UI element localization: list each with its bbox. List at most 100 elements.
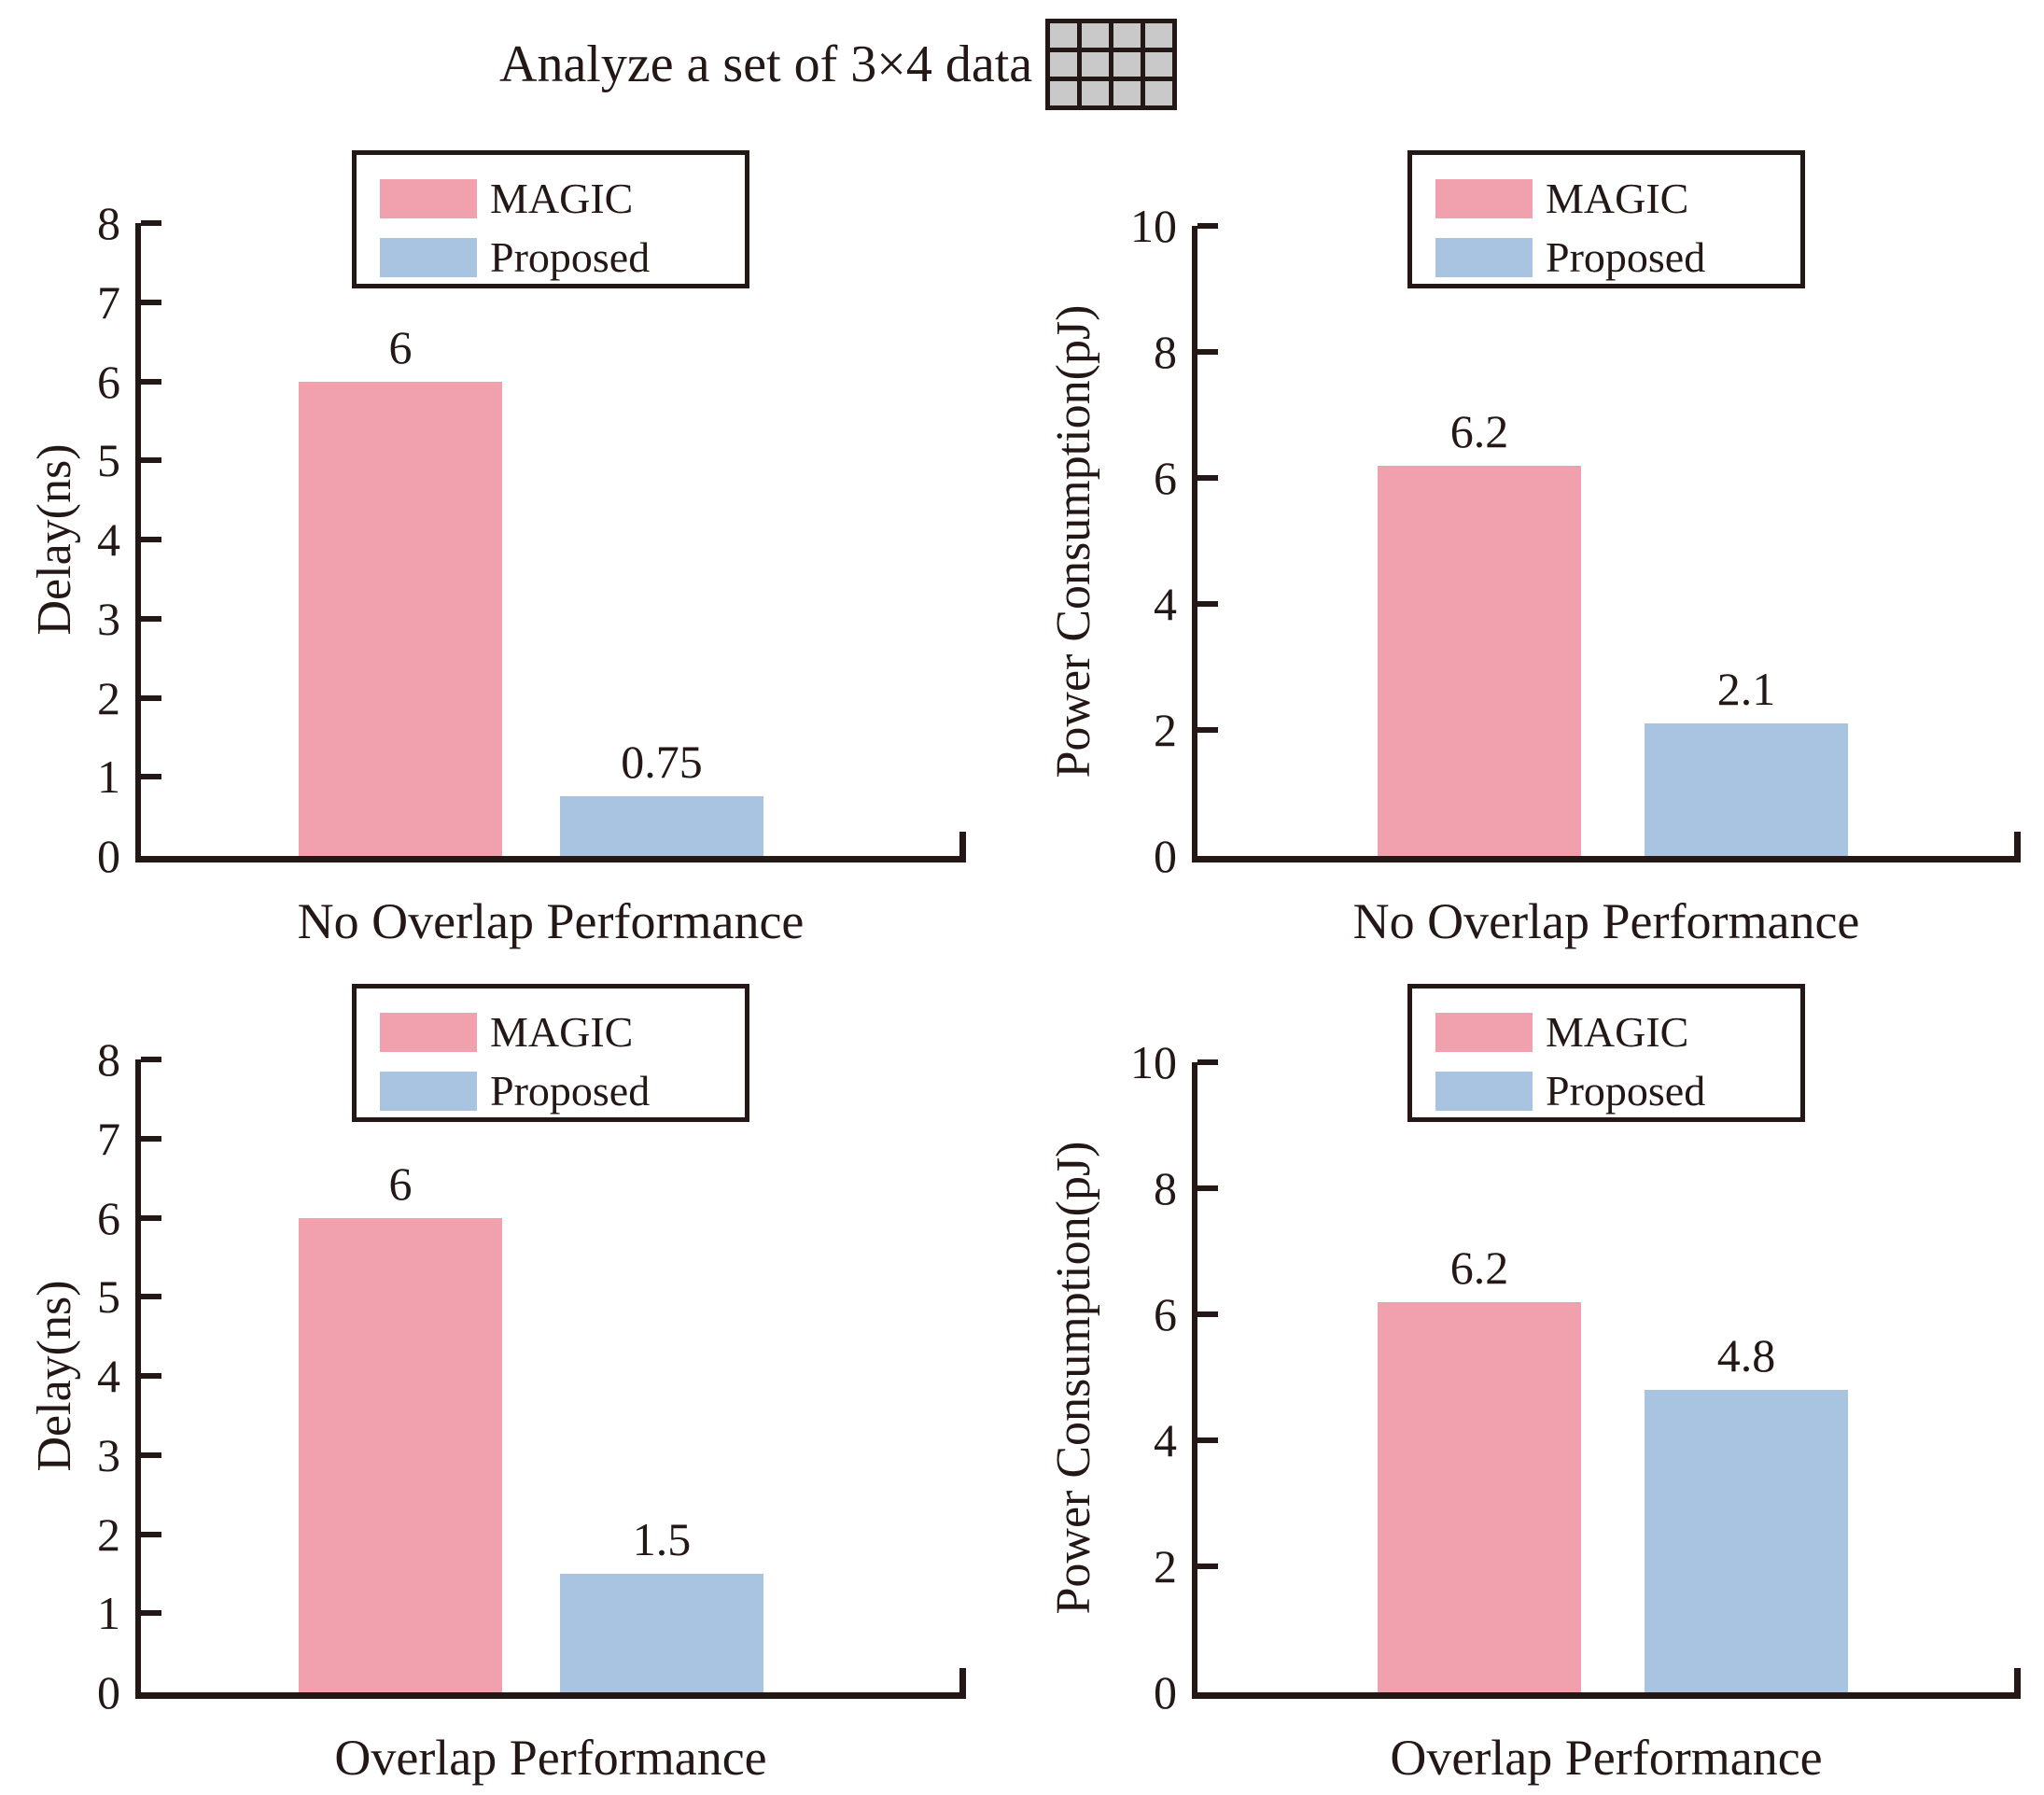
legend-swatch-magic bbox=[1435, 1013, 1533, 1052]
y-tick-label-top-right: 10 bbox=[1130, 200, 1177, 252]
legend-box-top-left: MAGIC Proposed bbox=[352, 150, 749, 288]
grid-icon-cell bbox=[1113, 52, 1141, 77]
legend-swatch-proposed bbox=[1435, 238, 1533, 277]
legend-box-top-right: MAGIC Proposed bbox=[1407, 150, 1805, 288]
x-axis-line-top-right bbox=[1192, 856, 2021, 862]
y-tick-bottom-left bbox=[141, 1294, 161, 1300]
y-tick-label-bottom-right: 4 bbox=[1154, 1414, 1177, 1466]
x-axis-end-tick-top-right bbox=[2014, 832, 2021, 862]
bar-proposed-bottom-left bbox=[560, 1573, 763, 1692]
y-tick-label-top-left: 7 bbox=[97, 275, 120, 329]
y-tick-top-right bbox=[1197, 223, 1218, 229]
legend-swatch-magic bbox=[380, 1013, 477, 1052]
legend-label-magic: MAGIC bbox=[490, 175, 634, 222]
x-axis-line-bottom-left bbox=[135, 1692, 966, 1699]
legend-label-proposed: Proposed bbox=[1546, 1067, 1706, 1115]
y-axis-title-top-right: Power Consumption(pJ) bbox=[1046, 304, 1100, 778]
legend-box-bottom-left: MAGIC Proposed bbox=[352, 984, 749, 1122]
y-tick-label-bottom-left: 3 bbox=[97, 1428, 120, 1481]
x-axis-end-tick-top-left bbox=[959, 832, 966, 862]
y-tick-bottom-left bbox=[141, 1373, 161, 1379]
y-tick-top-left bbox=[141, 694, 161, 701]
y-tick-top-left bbox=[141, 457, 161, 464]
grid-icon-cell bbox=[1082, 52, 1110, 77]
y-axis-line-bottom-right bbox=[1192, 1062, 1197, 1699]
y-tick-bottom-right bbox=[1197, 1437, 1218, 1443]
x-axis-title-bottom-right: Overlap Performance bbox=[1390, 1730, 1823, 1786]
y-tick-top-left bbox=[141, 220, 161, 226]
grid-icon-cell bbox=[1050, 81, 1078, 105]
grid-icon-cell bbox=[1113, 23, 1141, 48]
grid-icon-cell bbox=[1050, 52, 1078, 77]
bar-proposed-bottom-right bbox=[1645, 1390, 1848, 1692]
bar-magic-bottom-right bbox=[1378, 1301, 1581, 1692]
figure-title-text: Analyze a set of 3×4 data bbox=[499, 35, 1033, 93]
y-tick-label-bottom-left: 2 bbox=[97, 1508, 120, 1561]
legend-swatch-proposed bbox=[380, 1072, 477, 1111]
y-tick-label-top-left: 4 bbox=[97, 513, 120, 566]
y-tick-bottom-left bbox=[141, 1531, 161, 1537]
y-tick-label-top-left: 3 bbox=[97, 592, 120, 645]
y-tick-label-bottom-left: 1 bbox=[97, 1587, 120, 1640]
y-tick-bottom-left bbox=[141, 1451, 161, 1458]
y-tick-top-left bbox=[141, 774, 161, 780]
bar-value-label-top-right: 6.2 bbox=[1449, 404, 1509, 457]
y-axis-title-bottom-right: Power Consumption(pJ) bbox=[1046, 1141, 1100, 1614]
x-axis-title-top-left: No Overlap Performance bbox=[297, 893, 805, 949]
y-tick-top-right bbox=[1197, 727, 1218, 733]
x-axis-title-top-right: No Overlap Performance bbox=[1352, 893, 1860, 949]
y-axis-line-top-left bbox=[135, 223, 141, 862]
legend-label-proposed: Proposed bbox=[1546, 233, 1706, 281]
y-tick-label-top-left: 1 bbox=[97, 750, 120, 804]
y-tick-bottom-right bbox=[1197, 1185, 1218, 1191]
y-tick-label-bottom-right: 6 bbox=[1154, 1288, 1177, 1340]
y-tick-label-top-right: 2 bbox=[1154, 704, 1177, 756]
y-axis-line-top-right bbox=[1192, 226, 1197, 862]
bar-value-label-top-right: 2.1 bbox=[1716, 663, 1776, 716]
data-grid-icon bbox=[1045, 19, 1178, 110]
y-tick-top-right bbox=[1197, 349, 1218, 355]
x-axis-end-tick-bottom-right bbox=[2014, 1668, 2021, 1699]
bar-value-label-top-left: 6 bbox=[388, 320, 413, 373]
bar-value-label-bottom-left: 6 bbox=[388, 1157, 413, 1210]
y-tick-bottom-left bbox=[141, 1057, 161, 1062]
bar-magic-top-left bbox=[299, 381, 502, 856]
bar-magic-top-right bbox=[1378, 465, 1581, 856]
y-tick-label-bottom-right: 2 bbox=[1154, 1540, 1177, 1592]
x-axis-line-bottom-right bbox=[1192, 1692, 2021, 1699]
bar-value-label-top-left: 0.75 bbox=[621, 736, 703, 789]
grid-icon-cell bbox=[1145, 52, 1173, 77]
y-axis-title-bottom-left: Delay(ns) bbox=[27, 1280, 81, 1472]
y-tick-top-right bbox=[1197, 475, 1218, 481]
y-tick-top-left bbox=[141, 299, 161, 305]
y-tick-label-bottom-left: 4 bbox=[97, 1350, 120, 1402]
x-axis-title-bottom-left: Overlap Performance bbox=[334, 1730, 767, 1786]
y-tick-top-left bbox=[141, 615, 161, 622]
figure-title: Analyze a set of 3×4 data bbox=[499, 12, 1178, 117]
legend-label-magic: MAGIC bbox=[1546, 175, 1689, 222]
y-axis-line-bottom-left bbox=[135, 1059, 141, 1699]
y-tick-label-top-right: 0 bbox=[1154, 830, 1177, 882]
y-tick-bottom-right bbox=[1197, 1311, 1218, 1317]
y-tick-top-left bbox=[141, 537, 161, 542]
y-tick-label-bottom-left: 8 bbox=[97, 1033, 120, 1086]
y-tick-bottom-left bbox=[141, 1214, 161, 1221]
bar-value-label-bottom-left: 1.5 bbox=[632, 1512, 692, 1565]
grid-icon-cell bbox=[1145, 23, 1173, 48]
y-axis-title-top-left: Delay(ns) bbox=[27, 443, 81, 636]
y-tick-label-top-right: 4 bbox=[1154, 578, 1177, 630]
legend-label-magic: MAGIC bbox=[490, 1008, 634, 1056]
grid-icon-cell bbox=[1082, 23, 1110, 48]
y-tick-label-bottom-left: 6 bbox=[97, 1191, 120, 1244]
y-tick-bottom-right bbox=[1197, 1564, 1218, 1569]
y-tick-label-bottom-left: 0 bbox=[97, 1666, 120, 1718]
legend-label-proposed: Proposed bbox=[490, 1067, 651, 1115]
y-tick-bottom-right bbox=[1197, 1059, 1218, 1065]
y-tick-label-bottom-right: 8 bbox=[1154, 1162, 1177, 1214]
grid-icon-cell bbox=[1145, 81, 1173, 105]
y-tick-bottom-left bbox=[141, 1135, 161, 1142]
y-tick-label-top-right: 6 bbox=[1154, 452, 1177, 504]
y-tick-label-top-left: 8 bbox=[97, 197, 120, 249]
bar-proposed-top-right bbox=[1645, 723, 1848, 856]
y-tick-label-bottom-right: 10 bbox=[1130, 1036, 1177, 1088]
